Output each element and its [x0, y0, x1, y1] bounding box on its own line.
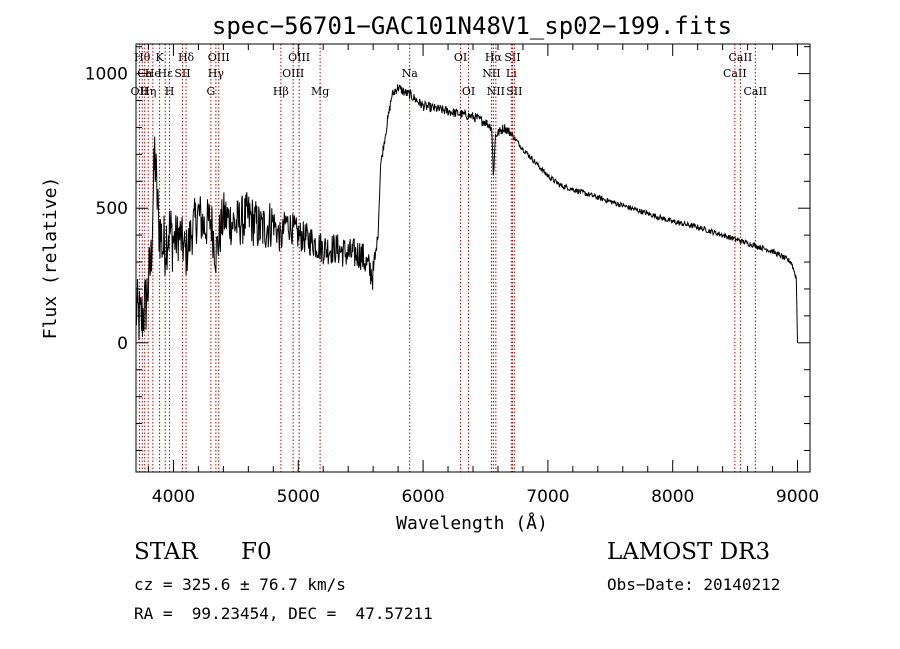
chart-title: spec−56701−GAC101N48V1_sp02−199.fits — [212, 12, 732, 40]
spectral-line-label-12: OIII — [208, 51, 230, 64]
spectral-line-label-25: SII — [506, 85, 522, 98]
spectral-line-markers: OIIHθCaHηHeKHεHSIIHδGHγOIIIHβOIIIOIIIMgN… — [131, 44, 767, 472]
spectral-line-label-6: Hε — [158, 67, 174, 80]
spectral-subclass: F0 — [241, 539, 272, 565]
x-tick-label: 5000 — [277, 487, 320, 507]
spectral-line-label-17: Na — [402, 67, 419, 80]
spectral-line-label-4: He — [145, 67, 161, 80]
spectral-line-label-3: Hη — [140, 85, 156, 98]
x-tick-label: 4000 — [152, 487, 195, 507]
spectral-line-label-14: OIII — [282, 67, 304, 80]
spectral-line-label-16: Mg — [311, 85, 329, 98]
y-tick-label: 1000 — [85, 65, 128, 85]
spectral-line-label-13: Hβ — [273, 85, 289, 98]
spectral-line-label-22: NII — [487, 85, 505, 98]
spectral-line-label-27: CaII — [729, 51, 753, 64]
spectral-line-label-7: H — [165, 85, 175, 98]
spectral-line-label-28: CaII — [743, 85, 767, 98]
spectral-line-label-0: OII — [131, 85, 149, 98]
spectral-line-label-18: OI — [454, 51, 467, 64]
x-axis-label: Wavelength (Å) — [396, 512, 548, 534]
survey-label: LAMOST DR3 — [607, 539, 771, 565]
spectral-line-label-20: NII — [482, 67, 500, 80]
spectral-line-label-5: K — [155, 51, 164, 64]
spectral-line-label-1: Hθ — [134, 51, 151, 64]
spectral-line-label-24: SII — [504, 51, 520, 64]
spectral-line-label-19: OI — [462, 85, 475, 98]
spectral-line-label-26: CaII — [723, 67, 747, 80]
y-axis-label: Flux (relative) — [40, 177, 61, 340]
x-tick-label: 7000 — [526, 487, 569, 507]
object-class: STAR — [134, 539, 198, 565]
spectral-line-label-15: OIII — [288, 51, 310, 64]
coordinates: RA = 99.23454, DEC = 47.57211 — [134, 604, 433, 623]
plot-frame — [135, 43, 811, 473]
spectral-line-label-8: SII — [174, 67, 190, 80]
spectral-line-label-21: Hα — [485, 51, 503, 64]
spectral-line-label-11: Hγ — [208, 67, 225, 80]
spectrum-line-0 — [135, 84, 798, 343]
y-tick-label: 0 — [117, 334, 128, 354]
x-tick-label: 6000 — [401, 487, 444, 507]
spectral-line-label-23: Li — [506, 67, 517, 80]
axes: 4000 5000 6000 7000 8000 9000 0 500 1000 — [85, 43, 819, 507]
redshift-readout: cz = 325.6 ± 76.7 km/s — [134, 575, 346, 594]
obs-date: Obs−Date: 20140212 — [607, 575, 781, 594]
spectrum-series-group — [135, 84, 798, 343]
x-tick-label: 9000 — [776, 487, 819, 507]
spectral-line-label-10: G — [206, 85, 215, 98]
x-tick-label: 8000 — [651, 487, 694, 507]
spectral-line-label-9: Hδ — [178, 51, 195, 64]
y-tick-label: 500 — [96, 199, 128, 219]
